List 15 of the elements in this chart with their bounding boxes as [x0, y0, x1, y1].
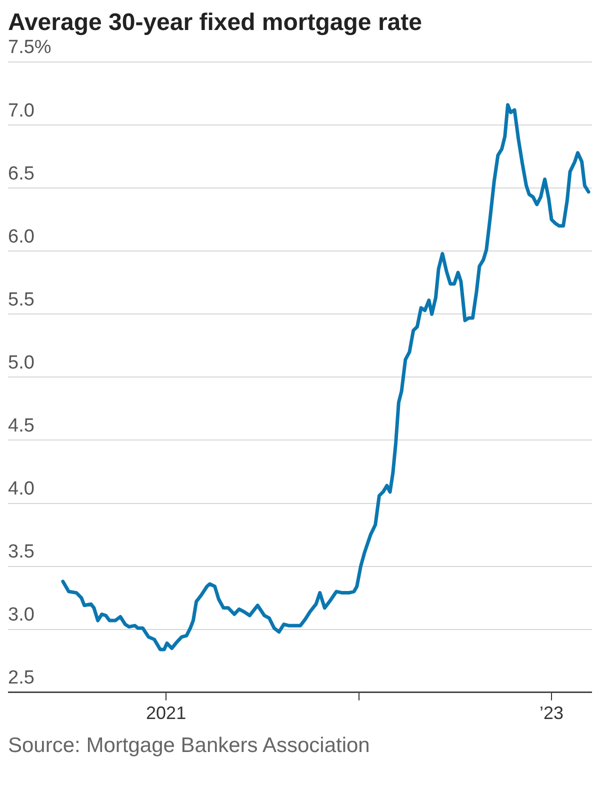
- y-tick-label: 6.0: [8, 226, 34, 248]
- y-tick-label: 5.0: [8, 352, 34, 374]
- y-tick-label: 5.5: [8, 289, 34, 310]
- y-tick-label: 4.5: [8, 415, 34, 436]
- y-tick-label: 4.0: [8, 478, 34, 500]
- chart-title: Average 30-year fixed mortgage rate: [8, 8, 423, 38]
- y-tick-label: 3.0: [8, 604, 34, 626]
- y-tick-label: 7.5%: [8, 37, 52, 58]
- source-note: Source: Mortgage Bankers Association: [8, 734, 371, 758]
- y-tick-label: 7.0: [8, 100, 34, 122]
- y-tick-label: 3.5: [8, 542, 34, 563]
- x-tick-label: 2021: [146, 703, 186, 724]
- y-tick-label: 6.5: [8, 163, 34, 184]
- y-tick-label: 2.5: [8, 668, 34, 689]
- x-tick-label: ’23: [540, 703, 564, 724]
